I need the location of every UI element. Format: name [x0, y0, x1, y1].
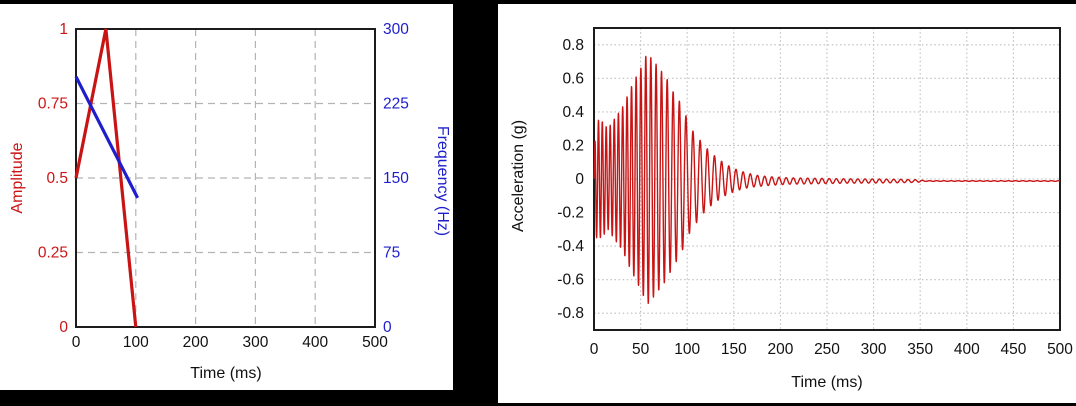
amplitude-frequency-chart-panel: 0 100 200 300 400 500 0 0.25 0.5 0.75 1 0 75 150 225 30… [0, 4, 453, 390]
left-chart-yaxis-left-label: Amplitude [9, 142, 26, 214]
x-tick-label: 200 [767, 341, 793, 358]
y-left-tick-label: 0.5 [46, 170, 68, 187]
x-tick-label: 400 [302, 334, 328, 351]
y-tick-label: 0 [575, 171, 584, 188]
y-tick-label: -0.4 [557, 238, 584, 255]
right-chart-yaxis-label: Acceleration (g) [510, 119, 527, 233]
x-tick-label: 100 [123, 334, 149, 351]
y-tick-label: -0.8 [557, 305, 584, 322]
y-right-tick-label: 150 [383, 170, 409, 187]
x-tick-label: 300 [861, 341, 887, 358]
right-chart-xaxis-label: Time (ms) [791, 374, 863, 391]
x-tick-label: 400 [954, 341, 980, 358]
x-tick-label: 200 [183, 334, 209, 351]
x-tick-label: 500 [1047, 341, 1073, 358]
y-tick-label: 0.6 [562, 70, 584, 87]
amplitude-frequency-chart: 0 100 200 300 400 50000.250.50.75107515022530… [38, 21, 409, 351]
frequency-sweep-line [74, 75, 140, 199]
x-tick-label: 100 [674, 341, 700, 358]
acceleration-waveform [593, 55, 1061, 305]
y-left-tick-label: 0.75 [38, 96, 68, 113]
x-tick-label: 500 [362, 334, 388, 351]
y-left-tick-label: 0.25 [38, 245, 68, 262]
x-tick-label: 450 [1000, 341, 1026, 358]
y-right-tick-label: 75 [383, 245, 400, 262]
y-left-tick-label: 0 [59, 319, 68, 336]
y-right-tick-label: 300 [383, 21, 409, 38]
y-tick-label: -0.6 [557, 272, 584, 289]
x-tick-label: 50 [632, 341, 650, 358]
acceleration-chart-panel: 0 50 100 150 200 250 300 350 400 450 500 0.8 0.6 0.4 0… [498, 4, 1076, 403]
left-chart-xaxis-label: Time (ms) [190, 365, 262, 382]
y-right-tick-label: 225 [383, 96, 409, 113]
left-chart-yaxis-right-label: Frequency (Hz) [434, 125, 451, 237]
x-tick-label: 300 [242, 334, 268, 351]
x-tick-label: 250 [814, 341, 840, 358]
amplitude-envelope-line [74, 28, 138, 328]
y-right-tick-label: 0 [383, 319, 392, 336]
y-tick-label: 0.4 [562, 104, 584, 121]
y-tick-label: 0.8 [562, 37, 584, 54]
x-tick-label: 350 [907, 341, 933, 358]
x-tick-label: 150 [721, 341, 747, 358]
x-tick-label: 0 [72, 334, 81, 351]
x-tick-label: 0 [590, 341, 599, 358]
y-left-tick-label: 1 [59, 21, 68, 38]
y-tick-label: -0.2 [557, 205, 584, 222]
y-tick-label: 0.2 [562, 137, 584, 154]
acceleration-chart: 0 50 100 150 200 250 300 350 400 450 500 0.8 0.6 0.4 0… [557, 27, 1073, 358]
